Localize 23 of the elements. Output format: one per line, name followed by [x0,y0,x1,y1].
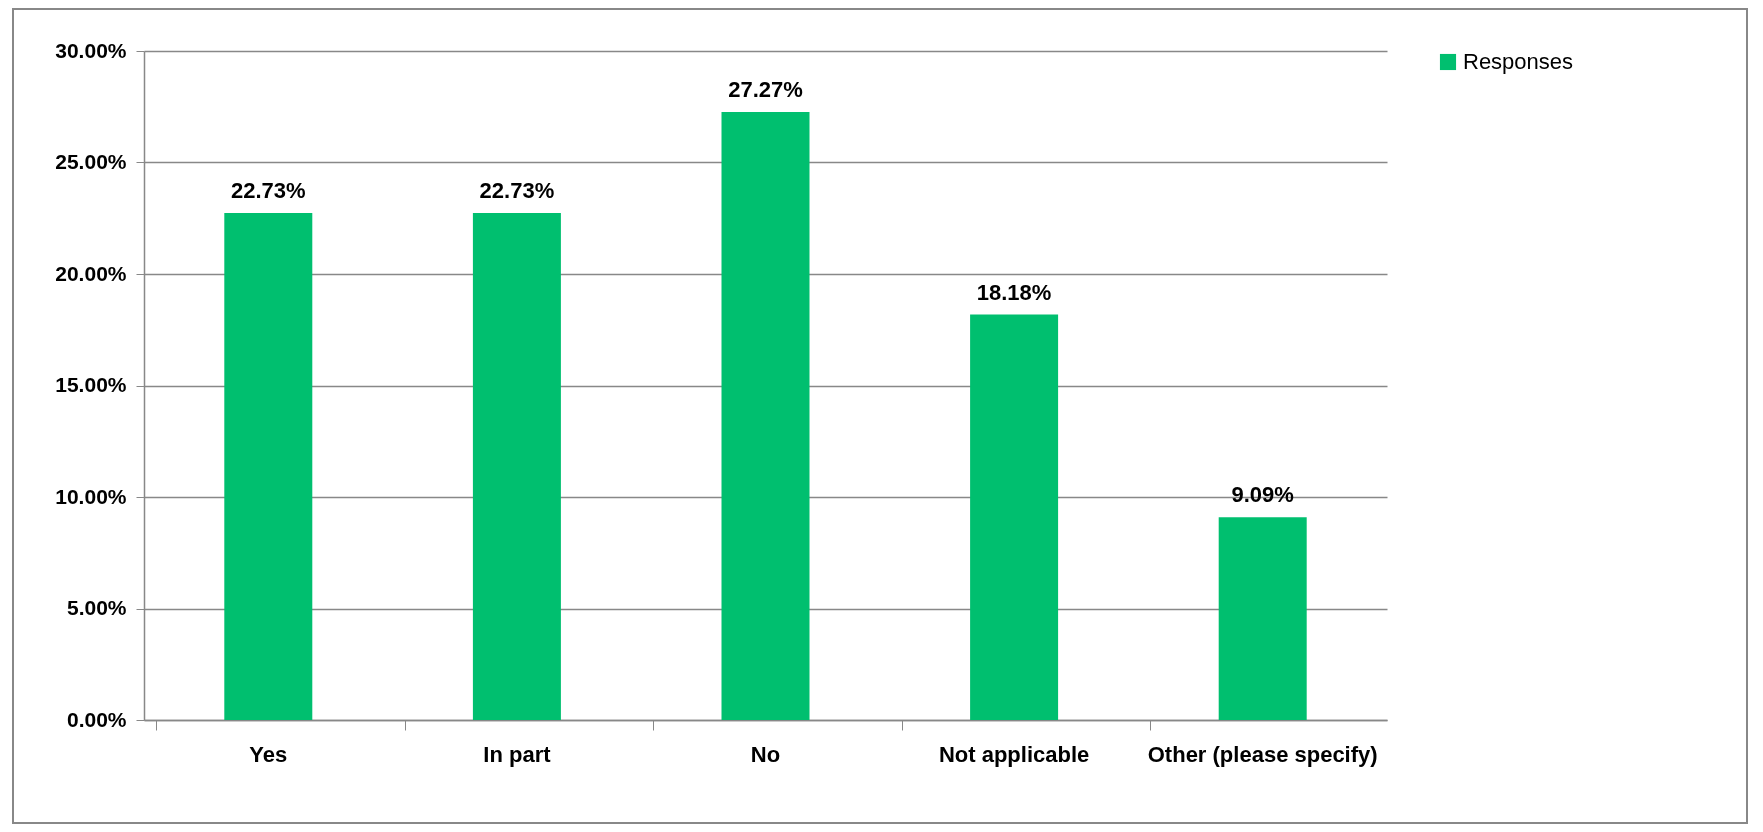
x-tick-label: No [750,741,781,767]
y-tick-label: 10.00% [55,484,127,508]
y-tick-label: 20.00% [55,261,127,285]
y-tick-label: 25.00% [55,150,127,173]
bar [1218,517,1307,720]
x-tick-label: Yes [249,741,288,767]
legend-label: Responses [1463,49,1574,74]
y-tick-label: 5.00% [66,596,127,619]
data-label: 18.18% [976,279,1052,305]
x-tick-label: In part [483,741,552,767]
data-label: 27.27% [728,76,803,102]
x-tick-label: Not applicable [938,741,1090,767]
y-tick-label: 15.00% [55,373,127,396]
data-label: 22.73% [230,178,306,204]
y-tick-label: 0.00% [66,707,127,731]
data-label: 22.73% [479,178,555,204]
bar [970,314,1059,720]
x-tick-label: Other (please specify) [1147,741,1378,767]
bar [224,213,313,720]
bar [721,111,810,720]
bar [472,213,561,720]
data-label: 9.09% [1231,482,1294,508]
y-tick-label: 30.00% [55,38,127,62]
